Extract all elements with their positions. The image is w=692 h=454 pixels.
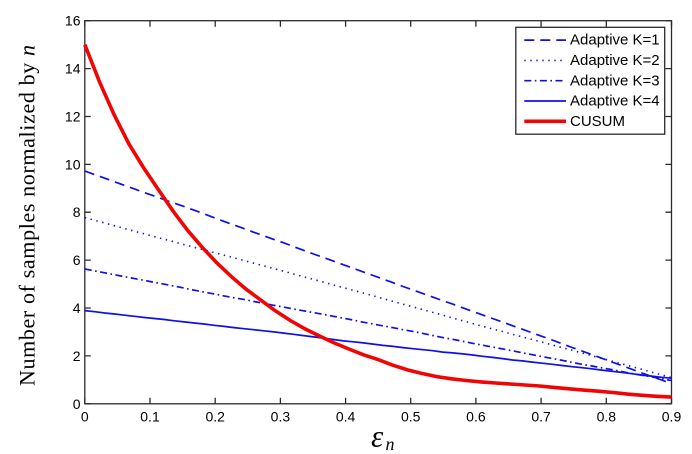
svg-text:16: 16	[65, 13, 81, 29]
svg-text:Adaptive K=1: Adaptive K=1	[570, 32, 660, 49]
svg-text:Adaptive K=3: Adaptive K=3	[570, 72, 660, 89]
svg-text:n: n	[386, 434, 395, 454]
svg-text:ε: ε	[371, 419, 384, 454]
svg-text:0.1: 0.1	[140, 408, 160, 424]
svg-text:4: 4	[73, 300, 81, 316]
svg-text:0.8: 0.8	[597, 408, 617, 424]
svg-text:CUSUM: CUSUM	[570, 113, 625, 130]
svg-text:14: 14	[65, 61, 81, 77]
svg-text:Adaptive K=2: Adaptive K=2	[570, 52, 660, 69]
svg-text:Adaptive K=4: Adaptive K=4	[570, 93, 660, 110]
svg-text:0.4: 0.4	[336, 408, 356, 424]
svg-text:0.7: 0.7	[531, 408, 551, 424]
svg-text:8: 8	[73, 204, 81, 220]
svg-text:12: 12	[65, 109, 81, 125]
svg-text:0.3: 0.3	[271, 408, 291, 424]
svg-text:Number of samples normalized b: Number of samples normalized by n	[14, 45, 39, 386]
svg-text:0.5: 0.5	[401, 408, 421, 424]
svg-text:10: 10	[65, 156, 81, 172]
svg-text:6: 6	[73, 252, 81, 268]
svg-text:2: 2	[73, 348, 81, 364]
svg-text:0.2: 0.2	[205, 408, 225, 424]
svg-text:0.9: 0.9	[662, 408, 682, 424]
svg-text:0: 0	[73, 396, 81, 412]
svg-text:0.6: 0.6	[466, 408, 486, 424]
svg-text:0: 0	[81, 408, 89, 424]
